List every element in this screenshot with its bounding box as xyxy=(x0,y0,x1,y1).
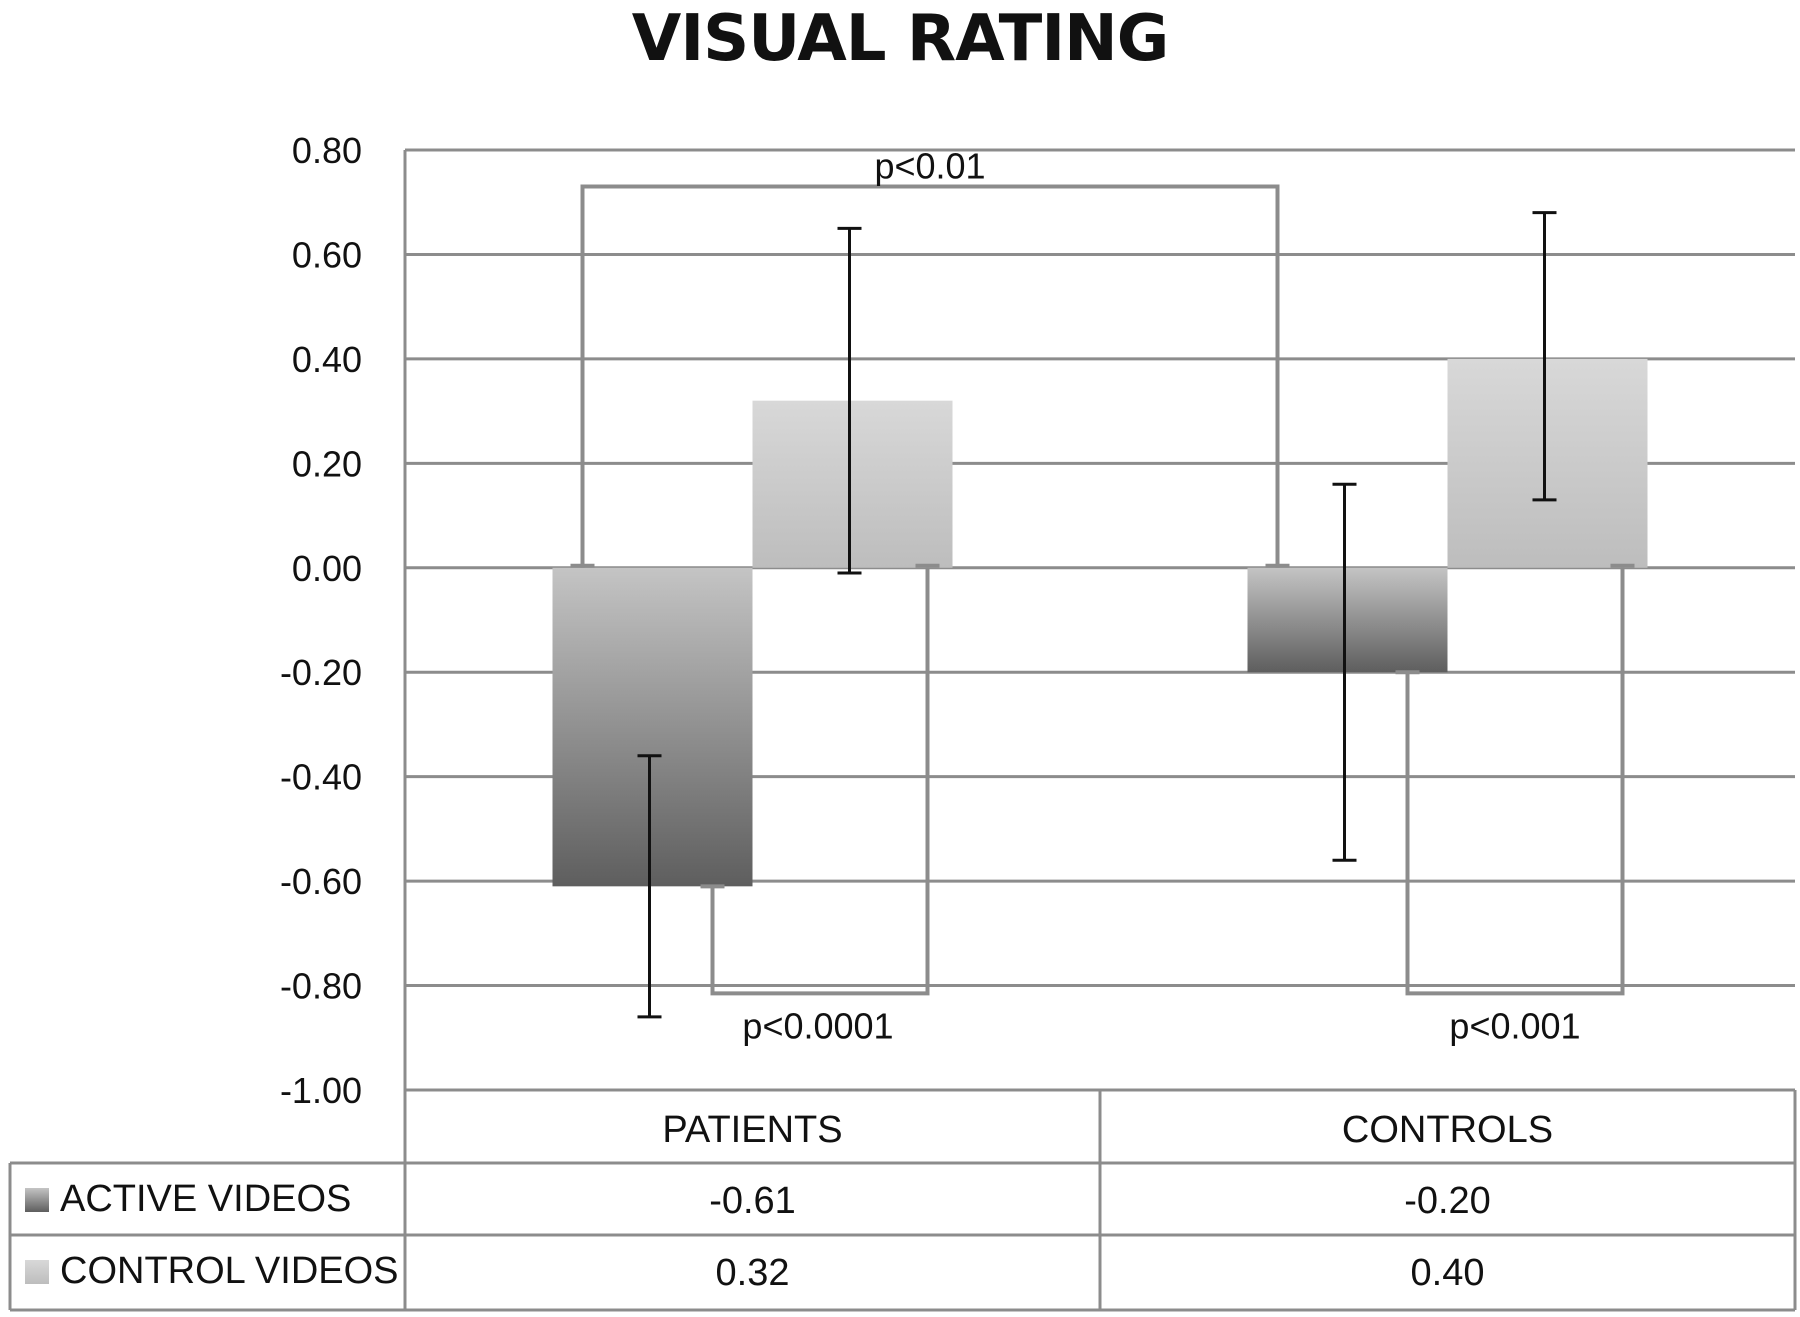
y-tick-label: 0.80 xyxy=(292,130,362,171)
x-category-label: PATIENTS xyxy=(662,1109,842,1151)
bracket-group xyxy=(710,567,930,996)
data-value: -0.61 xyxy=(709,1180,796,1222)
annotation-label: p<0.001 xyxy=(1449,1005,1580,1046)
y-tick-label: 0.60 xyxy=(292,234,362,275)
bar xyxy=(1247,567,1448,673)
annotation-label: p<0.0001 xyxy=(742,1005,893,1046)
bar xyxy=(552,567,753,887)
y-tick-label: 0.20 xyxy=(292,443,362,484)
data-value: -0.20 xyxy=(1404,1180,1491,1222)
x-category-label: CONTROLS xyxy=(1342,1109,1553,1151)
bracket-p001 xyxy=(580,184,1280,568)
data-value: 0.40 xyxy=(1411,1252,1485,1294)
y-tick-label: 0.00 xyxy=(292,548,362,589)
bar xyxy=(1447,358,1648,568)
y-tick-label: -0.20 xyxy=(280,652,362,693)
significance-brackets xyxy=(570,184,1635,996)
annotation-label: p<0.01 xyxy=(874,146,985,187)
legend-swatch xyxy=(25,1260,49,1284)
bar xyxy=(752,400,953,568)
y-tick-label: -0.60 xyxy=(280,861,362,902)
annotations: p<0.01 p<0.0001 p<0.001 xyxy=(742,146,1580,1047)
y-tick-labels: 0.80 0.60 0.40 0.20 0.00 -0.20 -0.40 -0.60 -0.80… xyxy=(280,130,362,1111)
chart-title: VISUAL RATING xyxy=(631,2,1169,76)
y-tick-label: -1.00 xyxy=(280,1070,362,1111)
y-tick-label: 0.40 xyxy=(292,339,362,380)
y-tick-label: -0.80 xyxy=(280,966,362,1007)
legend-swatch xyxy=(25,1188,49,1212)
bracket-group xyxy=(1405,567,1625,996)
error-bars xyxy=(637,211,1557,1019)
data-table: PATIENTS CONTROLS ACTIVE VIDEOS -0.61 -0.20 C… xyxy=(8,1088,1797,1312)
legend-label: ACTIVE VIDEOS xyxy=(60,1178,351,1220)
bars xyxy=(552,358,1648,887)
y-tick-label: -0.40 xyxy=(280,757,362,798)
legend-label: CONTROL VIDEOS xyxy=(60,1250,399,1292)
data-value: 0.32 xyxy=(716,1252,790,1294)
